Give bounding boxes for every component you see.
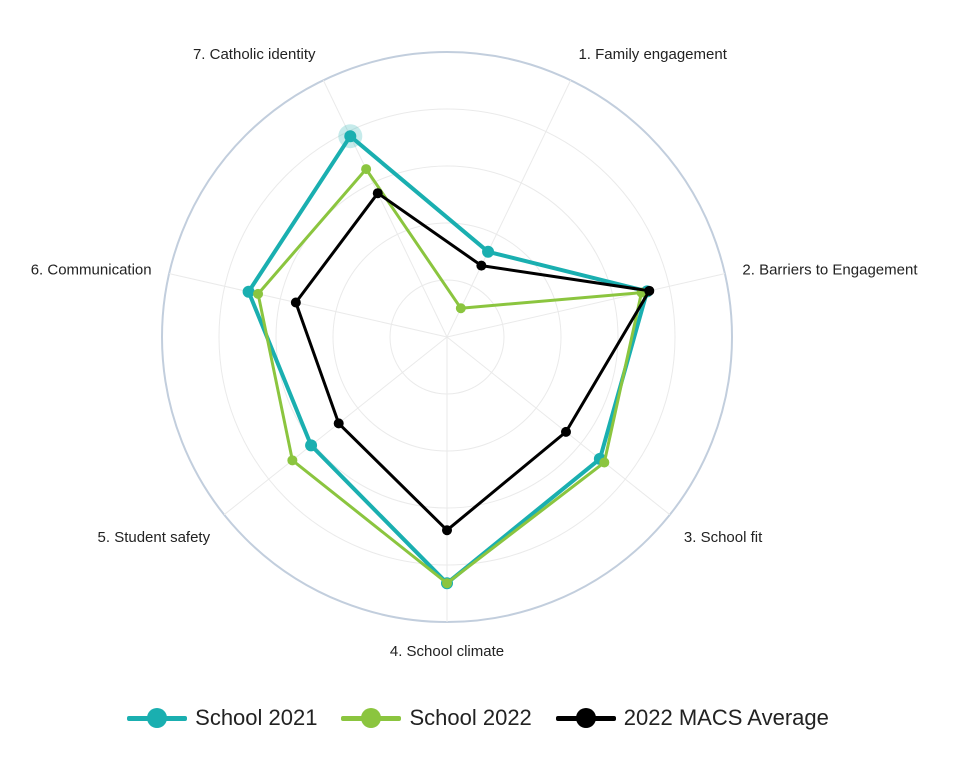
axis-label-1: 1. Family engagement xyxy=(578,46,727,63)
radar-chart: 1. Family engagement 2. Barriers to Engag… xyxy=(31,46,919,660)
series-3 xyxy=(290,188,655,536)
axis-label-4: 4. School climate xyxy=(390,643,504,660)
series-3-point-3[interactable] xyxy=(560,426,571,437)
series-2-point-5[interactable] xyxy=(287,455,298,466)
series-3-point-7[interactable] xyxy=(372,188,383,199)
axis-label-6: 6. Communication xyxy=(31,262,152,279)
series-1-point-5[interactable] xyxy=(305,439,318,452)
series-1-point-6[interactable] xyxy=(242,285,255,298)
series-line-3 xyxy=(294,191,651,532)
series-3-point-1[interactable] xyxy=(476,260,487,271)
axis-label-3: 3. School fit xyxy=(684,529,763,546)
series-2-point-7[interactable] xyxy=(361,164,372,175)
series-layer xyxy=(242,124,655,590)
legend-swatch-school-2022 xyxy=(341,706,402,730)
series-3-point-4[interactable] xyxy=(442,525,452,536)
series-line-2 xyxy=(256,167,643,585)
series-2-point-6[interactable] xyxy=(253,288,264,299)
series-3-point-2[interactable] xyxy=(644,285,655,296)
axis-label-2: 2. Barriers to Engagement xyxy=(742,262,918,279)
series-2 xyxy=(253,164,647,589)
legend-label-macs-average: 2022 MACS Average xyxy=(623,705,829,730)
legend-label-school-2022: School 2022 xyxy=(409,705,532,730)
series-2-point-1[interactable] xyxy=(455,303,466,314)
grid-spoke-7 xyxy=(322,80,448,338)
axis-label-5: 5. Student safety xyxy=(98,529,211,546)
legend-item-school-2021[interactable]: School 2021 xyxy=(127,705,317,731)
series-1-point-1[interactable] xyxy=(482,245,495,258)
series-2-point-4[interactable] xyxy=(442,578,452,589)
legend-item-school-2022[interactable]: School 2022 xyxy=(341,705,532,731)
series-1-point-7[interactable] xyxy=(344,130,357,143)
legend-swatch-school-2021 xyxy=(127,706,188,730)
axis-label-7: 7. Catholic identity xyxy=(193,46,316,63)
axis-labels: 1. Family engagement 2. Barriers to Engag… xyxy=(31,46,919,660)
radar-grid xyxy=(161,51,733,623)
legend-label-school-2021: School 2021 xyxy=(195,705,318,730)
series-2-point-3[interactable] xyxy=(599,457,610,468)
grid-spoke-2 xyxy=(446,273,725,338)
series-3-point-5[interactable] xyxy=(333,418,344,429)
legend-item-macs-average[interactable]: 2022 MACS Average xyxy=(555,705,829,731)
series-1 xyxy=(242,124,654,590)
legend-swatch-macs-average xyxy=(555,706,616,730)
grid-spoke-1 xyxy=(446,80,572,338)
grid-spoke-3 xyxy=(446,336,671,516)
grid-spoke-6 xyxy=(169,273,448,338)
series-3-point-6[interactable] xyxy=(290,297,301,308)
series-line-1 xyxy=(246,134,650,586)
legend: School 2021 School 2022 2022 MACS Averag… xyxy=(0,705,956,731)
